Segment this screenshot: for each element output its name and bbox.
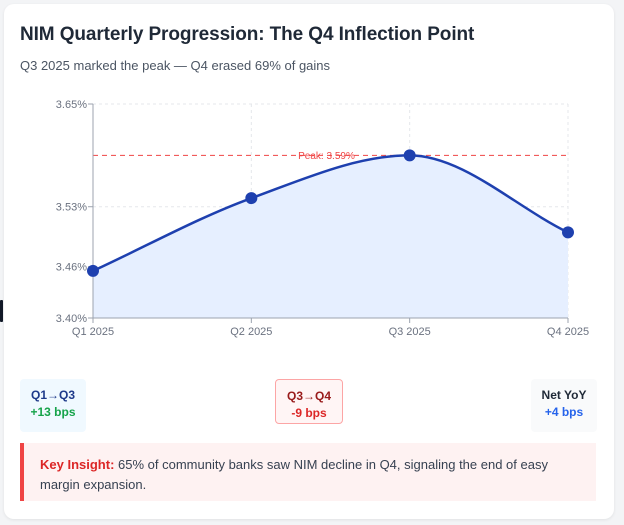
y-tick-label: 3.53%: [56, 202, 87, 214]
x-tick-label: Q3 2025: [389, 326, 431, 338]
y-tick-label: 3.40%: [56, 313, 87, 325]
data-point: [245, 192, 258, 205]
stat-value: +13 bps: [30, 405, 76, 419]
data-point: [87, 264, 99, 277]
insight-text: 65% of community banks saw NIM decline i…: [40, 457, 548, 492]
data-point: [403, 149, 416, 162]
side-marker: [0, 300, 3, 322]
area-fill: [93, 155, 568, 318]
chart-title: NIM Quarterly Progression: The Q4 Inflec…: [20, 24, 475, 45]
stat-value: -9 bps: [291, 406, 327, 420]
y-tick-label: 3.65%: [56, 99, 87, 111]
peak-reference-label: Peak: 3.59%: [298, 151, 355, 162]
insight-key: Key Insight:: [40, 457, 115, 472]
stat-q3-q4: Q3→Q4 -9 bps: [275, 379, 343, 424]
stat-net-yoy: Net YoY +4 bps: [531, 379, 597, 432]
stat-label: Q1→Q3: [30, 388, 75, 402]
x-tick-label: Q1 2025: [72, 326, 114, 338]
line-chart: Peak: 3.59% 3.40% 3.46% 3.53% 3.65% Q1 2025 Q2…: [56, 99, 589, 338]
stat-q1-q3: Q1→Q3 +13 bps: [20, 379, 86, 432]
data-point: [562, 226, 574, 239]
stat-label: Net YoY: [541, 388, 587, 402]
x-tick-label: Q4 2025: [547, 326, 589, 338]
insight-callout: Key Insight: 65% of community banks saw …: [20, 443, 596, 501]
stat-label: Q3→Q4: [286, 389, 331, 403]
chart-subtitle: Q3 2025 marked the peak — Q4 erased 69% …: [20, 58, 331, 73]
stat-value: +4 bps: [544, 405, 584, 419]
nim-series-line: [92, 154, 569, 273]
x-tick-label: Q2 2025: [230, 326, 272, 338]
y-tick-label: 3.46%: [56, 262, 87, 274]
